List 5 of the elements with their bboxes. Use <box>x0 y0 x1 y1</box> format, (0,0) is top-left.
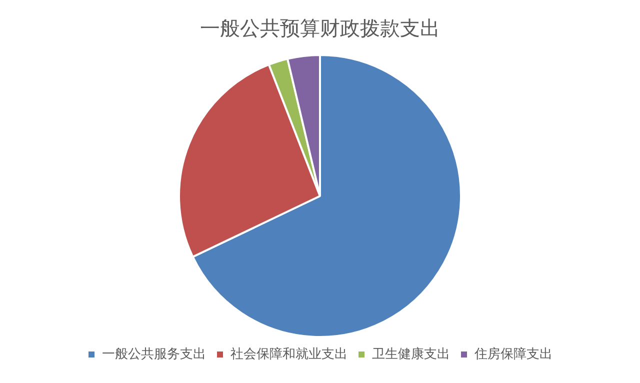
legend-label: 社会保障和就业支出 <box>230 346 348 362</box>
legend-label: 卫生健康支出 <box>372 346 450 362</box>
chart-title: 一般公共预算财政拨款支出 <box>200 16 440 40</box>
legend-label: 住房保障支出 <box>474 346 552 362</box>
legend-label: 一般公共服务支出 <box>102 346 206 362</box>
